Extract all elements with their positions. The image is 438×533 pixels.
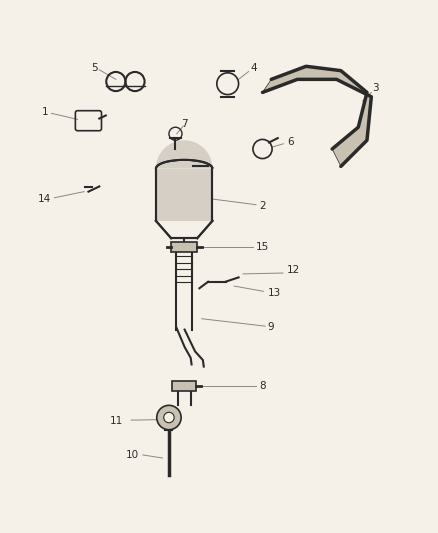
Text: 14: 14: [38, 194, 52, 204]
Text: 4: 4: [251, 63, 257, 74]
Text: 12: 12: [287, 265, 300, 275]
Text: 11: 11: [110, 416, 124, 425]
Bar: [171, 242, 197, 252]
Text: 1: 1: [42, 107, 48, 117]
Text: 8: 8: [259, 381, 266, 391]
Bar: [172, 381, 196, 391]
Polygon shape: [262, 66, 371, 166]
Wedge shape: [156, 140, 212, 168]
Text: 15: 15: [256, 242, 269, 252]
Circle shape: [164, 413, 174, 423]
Text: 7: 7: [181, 119, 187, 129]
Text: 10: 10: [125, 449, 138, 459]
Bar: [156, 168, 212, 221]
Text: 2: 2: [259, 200, 266, 211]
Text: 6: 6: [287, 138, 294, 148]
Text: 9: 9: [267, 322, 274, 333]
Text: 13: 13: [268, 288, 281, 297]
Circle shape: [157, 405, 181, 430]
Text: 3: 3: [372, 83, 379, 93]
Text: 5: 5: [92, 63, 98, 74]
